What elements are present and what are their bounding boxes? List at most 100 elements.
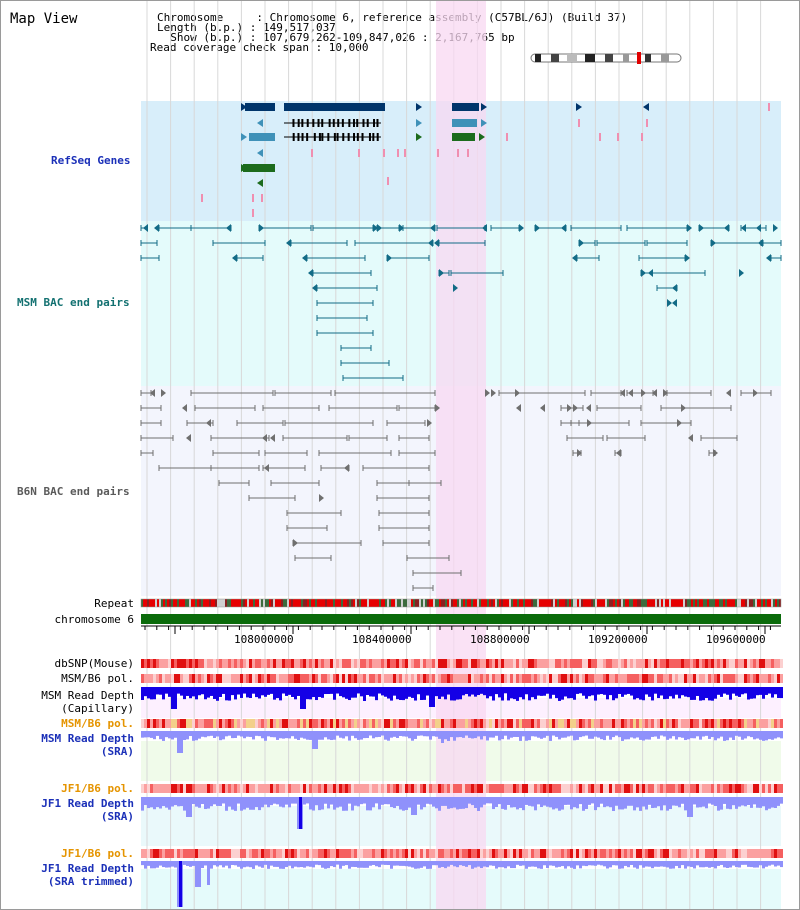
jf1-sra-depth-bar (750, 797, 753, 808)
axis-tick-label: 108000000 (234, 633, 294, 646)
jf1-trimmed-depth-bar (594, 861, 597, 866)
jf1-b6-pol-cell (591, 784, 594, 793)
jf1-b6-pol-trimmed-cell (198, 849, 201, 858)
msm-b6-pol-cell (507, 674, 510, 683)
gene-marker-tick (768, 103, 770, 111)
msm-sra-depth-bar (777, 731, 780, 738)
b6n-bac-end-arrow (628, 389, 633, 397)
repeat-element (657, 599, 659, 607)
jf1-b6-pol-trimmed-cell (711, 849, 714, 858)
dbsnp-density-cell (303, 659, 306, 668)
msm-capillary-depth-bar (642, 687, 645, 701)
msm-b6-pol-cell (480, 674, 483, 683)
msm-sra-depth-bar (696, 731, 699, 737)
repeat-element (471, 599, 473, 607)
jf1-b6-pol-cell (753, 784, 756, 793)
jf1-trimmed-depth-bar (195, 861, 198, 887)
jf1-trimmed-depth-bar (534, 861, 537, 867)
msm-sra-depth-bar (210, 731, 213, 736)
jf1-sra-depth-bar (600, 797, 603, 804)
msm-b6-pol-sra-cell (213, 719, 216, 728)
msm-b6-pol-cell (333, 674, 336, 683)
msm-capillary-depth-bar (180, 687, 183, 696)
gene-strand-arrow (416, 133, 422, 141)
repeat-element (497, 599, 499, 607)
msm-b6-pol-cell (714, 674, 717, 683)
dbsnp-density-cell (399, 659, 402, 668)
msm-b6-pol-cell (684, 674, 687, 683)
msm-capillary-depth-bar (531, 687, 534, 698)
jf1-trimmed-depth-bar (228, 861, 231, 869)
repeat-element (753, 599, 755, 607)
jf1-b6-pol-trimmed-cell (273, 849, 276, 858)
jf1-b6-pol-trimmed-cell (471, 849, 474, 858)
jf1-b6-pol-cell (288, 784, 291, 793)
msm-b6-pol-cell (585, 674, 588, 683)
dbsnp-density-cell (162, 659, 165, 668)
jf1-b6-pol-cell (660, 784, 663, 793)
msm-capillary-depth-bar (150, 687, 153, 700)
msm-bac-end-arrow (766, 254, 771, 262)
dbsnp-density-cell (210, 659, 213, 668)
msm-b6-pol-cell (519, 674, 522, 683)
msm-b6-pol-sra-cell (300, 719, 303, 728)
jf1-b6-pol-trimmed-cell (246, 849, 249, 858)
repeat-element (245, 599, 247, 607)
msm-capillary-depth-bar (402, 687, 405, 701)
repeat-element (319, 599, 321, 607)
jf1-sra-depth-bar (228, 797, 231, 807)
jf1-sra-depth-bar (174, 797, 177, 806)
msm-b6-pol-sra-cell (225, 719, 228, 728)
jf1-sra-depth-bar (459, 797, 462, 809)
jf1-b6-pol-trimmed-cell (777, 849, 780, 858)
msm-b6-pol-cell (759, 674, 762, 683)
repeat-element (177, 599, 179, 607)
repeat-element (721, 599, 723, 607)
msm-sra-depth-bar (525, 731, 528, 741)
msm-capillary-depth-bar (696, 687, 699, 696)
jf1-sra-depth-bar (678, 797, 681, 808)
dbsnp-density-cell (570, 659, 573, 668)
jf1-trimmed-depth-bar (582, 861, 585, 866)
jf1-trimmed-depth-bar (222, 861, 225, 868)
msm-capillary-depth-bar (609, 687, 612, 696)
msm-b6-pol-sra-cell (396, 719, 399, 728)
dbsnp-density-cell (714, 659, 717, 668)
jf1-b6-pol-trimmed-cell (609, 849, 612, 858)
jf1-b6-pol-trimmed-cell (630, 849, 633, 858)
jf1-b6-pol-trimmed-cell (690, 849, 693, 858)
gene-exon-block (297, 133, 300, 141)
msm-b6-pol-sra-cell (528, 719, 531, 728)
b6n-bac-end-arrow (264, 464, 269, 472)
msm-capillary-depth-bar (678, 687, 681, 699)
msm-capillary-depth-bar (330, 687, 333, 694)
msm-sra-depth-bar (225, 731, 228, 737)
msm-b6-pol-sra-cell (555, 719, 558, 728)
jf1-sra-depth-bar (276, 797, 279, 805)
msm-b6-pol-sra-cell (774, 719, 777, 728)
repeat-element (689, 599, 691, 607)
jf1-b6-pol-cell (315, 784, 318, 793)
msm-capillary-depth-bar (681, 687, 684, 696)
jf1-b6-pol-trimmed-cell (261, 849, 264, 858)
repeat-element (307, 599, 309, 607)
msm-capillary-depth-bar (387, 687, 390, 699)
gene-marker-tick (437, 149, 439, 157)
dbsnp-density-cell (618, 659, 621, 668)
msm-capillary-depth-bar (486, 687, 489, 699)
msm-b6-pol-cell (606, 674, 609, 683)
repeat-element (709, 599, 711, 607)
jf1-b6-pol-trimmed-cell (363, 849, 366, 858)
msm-capillary-depth-bar (177, 687, 180, 694)
msm-sra-depth-bar (264, 731, 267, 741)
jf1-sra-depth-bar (243, 797, 246, 810)
jf1-b6-pol-cell (768, 784, 771, 793)
b6n-bac-end-arrow (753, 389, 758, 397)
dbsnp-density-cell (615, 659, 618, 668)
jf1-b6-pol-cell (258, 784, 261, 793)
msm-capillary-depth-bar (243, 687, 246, 694)
jf1-b6-pol-cell (156, 784, 159, 793)
jf1-trimmed-depth-bar (444, 861, 447, 869)
